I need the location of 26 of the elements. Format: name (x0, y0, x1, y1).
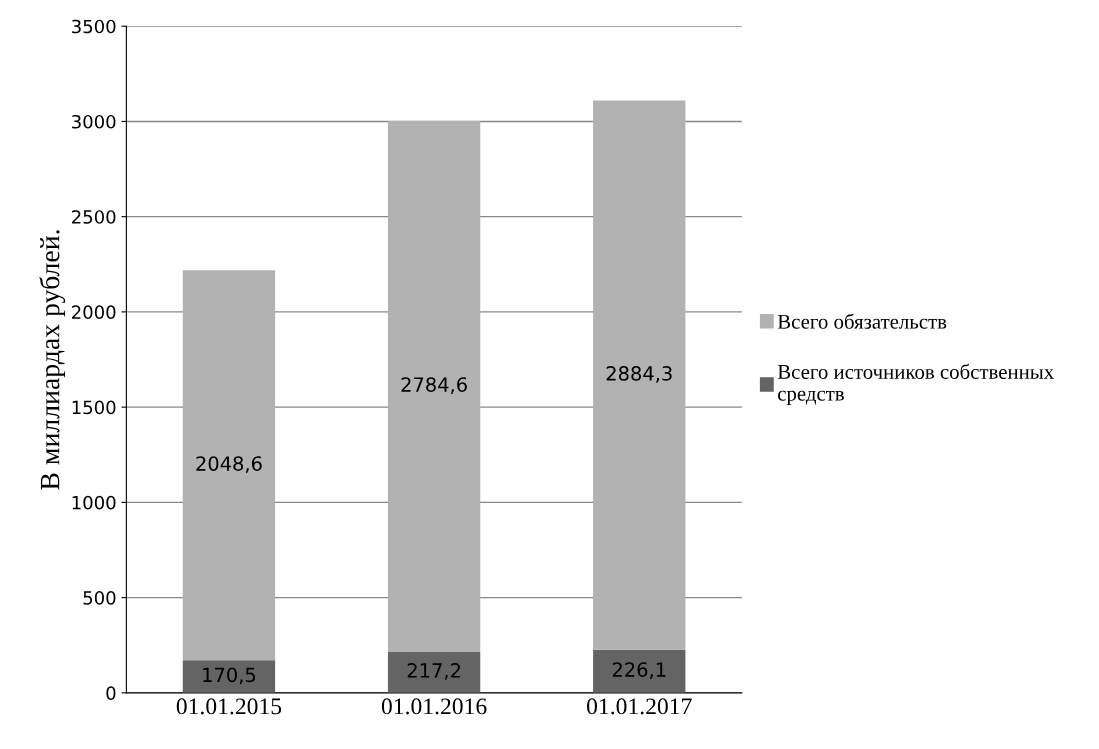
x-tick-label: 01.01.2015 (176, 698, 282, 715)
data-label: 170,5 (203, 667, 256, 685)
y-tick-label: 3500 (72, 19, 116, 34)
bar (387, 121, 481, 652)
y-tick-label: 500 (83, 591, 116, 605)
bar (182, 660, 276, 693)
legend-label: Всего источников собственных средств (777, 363, 1054, 405)
y-tick-label: 3000 (72, 114, 116, 129)
y-axis-title: В миллиардах рублей. (39, 230, 66, 490)
data-label: 2784,6 (401, 377, 467, 394)
legend-label: Всего обязательств (777, 313, 947, 329)
y-tick-label: 2000 (72, 305, 116, 320)
data-label: 217,2 (407, 663, 460, 680)
x-tick-label: 01.01.2017 (587, 698, 692, 715)
bar (593, 100, 686, 650)
y-tick-label: 0 (106, 686, 116, 700)
bar (387, 651, 481, 693)
bar (593, 649, 686, 693)
y-tick-label: 1000 (72, 495, 116, 510)
data-label: 2048,6 (196, 456, 262, 473)
data-label: 226,1 (612, 662, 666, 679)
bar (182, 270, 276, 661)
data-label: 2884,3 (606, 366, 672, 383)
y-tick-label: 1500 (72, 400, 116, 415)
x-tick-label: 01.01.2016 (381, 698, 487, 715)
y-tick-label: 2500 (72, 210, 116, 224)
